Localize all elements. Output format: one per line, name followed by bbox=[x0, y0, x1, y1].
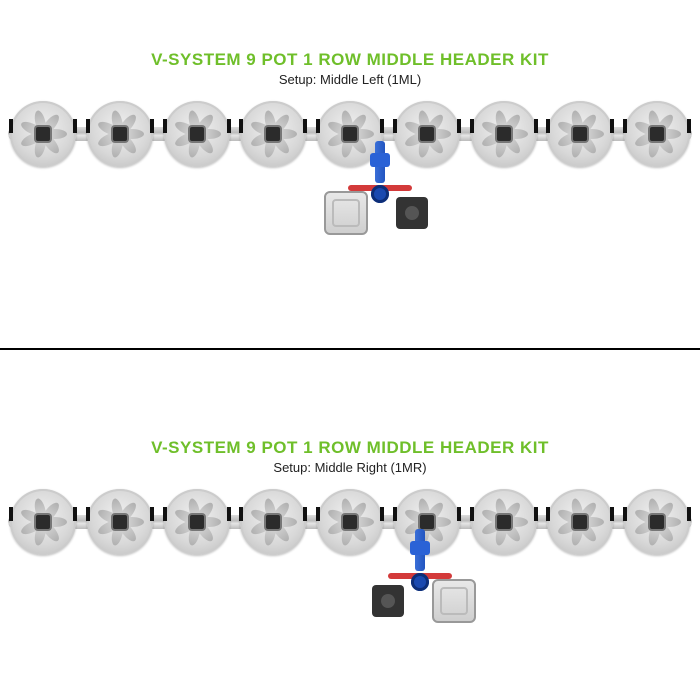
pot bbox=[240, 489, 306, 555]
pot bbox=[164, 101, 230, 167]
pot bbox=[10, 489, 76, 555]
reservoir-tank bbox=[324, 191, 368, 235]
cap bbox=[411, 573, 429, 591]
pot bbox=[547, 489, 613, 555]
valve bbox=[370, 153, 390, 167]
pot bbox=[240, 101, 306, 167]
pot bbox=[164, 489, 230, 555]
header-unit-bottom bbox=[360, 529, 480, 639]
pot bbox=[624, 101, 690, 167]
section-top: V-SYSTEM 9 POT 1 ROW MIDDLE HEADER KIT S… bbox=[0, 0, 700, 310]
pot bbox=[547, 101, 613, 167]
rig-bottom bbox=[0, 489, 700, 669]
pot bbox=[624, 489, 690, 555]
section-bottom: V-SYSTEM 9 POT 1 ROW MIDDLE HEADER KIT S… bbox=[0, 388, 700, 698]
rig-top bbox=[0, 101, 700, 281]
title-bottom: V-SYSTEM 9 POT 1 ROW MIDDLE HEADER KIT bbox=[0, 438, 700, 458]
cap bbox=[371, 185, 389, 203]
pump bbox=[396, 197, 428, 229]
pot bbox=[87, 489, 153, 555]
title-top: V-SYSTEM 9 POT 1 ROW MIDDLE HEADER KIT bbox=[0, 50, 700, 70]
pot bbox=[10, 101, 76, 167]
pot bbox=[471, 489, 537, 555]
valve bbox=[410, 541, 430, 555]
subtitle-bottom: Setup: Middle Right (1MR) bbox=[0, 460, 700, 475]
divider bbox=[0, 348, 700, 350]
header-unit-top bbox=[320, 141, 440, 251]
subtitle-top: Setup: Middle Left (1ML) bbox=[0, 72, 700, 87]
pot-row bbox=[0, 489, 700, 555]
pot bbox=[87, 101, 153, 167]
reservoir-tank bbox=[432, 579, 476, 623]
pump bbox=[372, 585, 404, 617]
pot bbox=[471, 101, 537, 167]
